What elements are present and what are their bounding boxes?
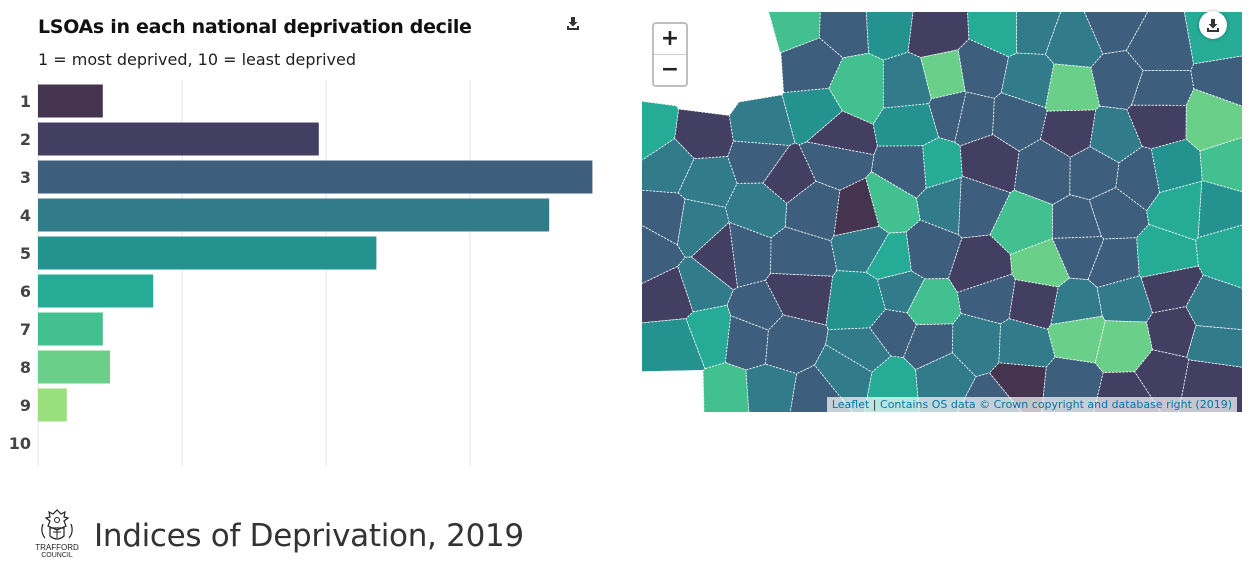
- chart-subtitle: 1 = most deprived, 10 = least deprived: [38, 50, 357, 69]
- category-label: 2: [20, 130, 31, 149]
- crest-icon: [41, 509, 73, 540]
- lsoa-polygon[interactable]: [1126, 104, 1187, 150]
- lsoa-polygon[interactable]: [907, 12, 970, 58]
- lsoa-polygon[interactable]: [1000, 52, 1055, 109]
- lsoa-polygon[interactable]: [642, 265, 694, 324]
- lsoa-polygon[interactable]: [702, 362, 750, 412]
- lsoa-polygon[interactable]: [770, 226, 838, 277]
- lsoa-polygon[interactable]: [1047, 315, 1106, 364]
- lsoa-polygon[interactable]: [677, 156, 738, 208]
- download-icon: [1207, 19, 1219, 32]
- bar-decile-6[interactable]: [38, 274, 154, 308]
- category-label: 3: [20, 168, 31, 187]
- lsoa-polygon[interactable]: [869, 308, 917, 359]
- bar-decile-2[interactable]: [38, 122, 319, 156]
- lsoa-polygon[interactable]: [1199, 136, 1242, 193]
- lsoa-polygon[interactable]: [1146, 306, 1197, 358]
- lsoa-polygon[interactable]: [781, 87, 844, 146]
- lsoa-polygon[interactable]: [1051, 236, 1105, 281]
- map-panel[interactable]: + − Leaflet | Contains OS data © Crown c…: [642, 12, 1242, 412]
- bar-decile-8[interactable]: [38, 350, 110, 384]
- lsoa-polygon[interactable]: [1197, 180, 1242, 239]
- lsoa-polygon[interactable]: [767, 12, 821, 54]
- lsoa-polygon[interactable]: [765, 314, 829, 375]
- bar-decile-3[interactable]: [38, 160, 593, 194]
- category-label: 4: [20, 206, 31, 225]
- lsoa-polygon[interactable]: [828, 52, 884, 125]
- bar-decile-4[interactable]: [38, 198, 550, 232]
- download-icon: [567, 17, 579, 30]
- lsoa-polygon[interactable]: [865, 231, 912, 280]
- lsoa-polygon[interactable]: [928, 90, 967, 143]
- category-label: 7: [20, 320, 31, 339]
- category-label: 1: [20, 92, 31, 111]
- lsoa-polygon[interactable]: [1190, 55, 1242, 108]
- zoom-in-button[interactable]: +: [660, 26, 680, 51]
- zoom-control: + −: [652, 22, 688, 87]
- lsoa-polygon[interactable]: [677, 256, 734, 313]
- logo-line1: TRAFFORD: [35, 543, 79, 552]
- trafford-council-logo: TRAFFORD COUNCIL: [30, 508, 84, 564]
- lsoa-polygon[interactable]: [814, 344, 873, 412]
- footer: TRAFFORD COUNCIL Indices of Deprivation,…: [30, 508, 524, 564]
- category-label: 6: [20, 282, 31, 301]
- bar-decile-7[interactable]: [38, 312, 103, 346]
- lsoa-polygon[interactable]: [685, 304, 732, 370]
- lsoa-polygon[interactable]: [724, 182, 788, 239]
- lsoa-polygon[interactable]: [1186, 325, 1242, 368]
- choropleth-map[interactable]: [642, 12, 1242, 412]
- zoom-out-button[interactable]: −: [654, 54, 686, 85]
- lsoa-polygon[interactable]: [872, 103, 940, 147]
- lsoa-polygon[interactable]: [780, 37, 844, 94]
- lsoa-polygon[interactable]: [1090, 50, 1144, 110]
- category-label: 5: [20, 244, 31, 263]
- bar-decile-1[interactable]: [38, 84, 103, 118]
- lsoa-polygon[interactable]: [989, 189, 1054, 255]
- bar-chart: 1 2 3 4 5 6 7 8 9 10: [9, 80, 593, 466]
- map-attribution: Leaflet | Contains OS data © Crown copyr…: [826, 397, 1237, 412]
- lsoa-polygon[interactable]: [642, 369, 705, 412]
- lsoa-polygon[interactable]: [642, 223, 686, 286]
- chart-download-button[interactable]: [562, 12, 584, 34]
- lsoa-polygon[interactable]: [1146, 180, 1203, 241]
- lsoa-polygon[interactable]: [818, 12, 870, 59]
- lsoa-polygon[interactable]: [726, 279, 784, 331]
- lsoa-polygon[interactable]: [830, 225, 890, 273]
- chart-panel: LSOAs in each national deprivation decil…: [0, 0, 610, 480]
- lsoa-polygon[interactable]: [1082, 12, 1150, 55]
- logo-line2: COUNCIL: [41, 552, 73, 559]
- map-download-button[interactable]: [1199, 11, 1227, 39]
- bar-decile-5[interactable]: [38, 236, 377, 270]
- attribution-separator: |: [872, 398, 877, 411]
- lsoa-polygon[interactable]: [724, 315, 769, 371]
- category-label: 9: [20, 396, 31, 415]
- lsoa-polygon[interactable]: [728, 94, 796, 146]
- os-attribution-link[interactable]: Contains OS data © Crown copyright and d…: [880, 398, 1232, 411]
- category-label: 8: [20, 358, 31, 377]
- leaflet-link[interactable]: Leaflet: [831, 398, 870, 411]
- category-label: 10: [9, 434, 31, 453]
- chart-title: LSOAs in each national deprivation decil…: [38, 16, 472, 38]
- footer-title: Indices of Deprivation, 2019: [94, 518, 524, 554]
- lsoa-polygon[interactable]: [902, 323, 954, 371]
- bar-decile-9[interactable]: [38, 388, 67, 422]
